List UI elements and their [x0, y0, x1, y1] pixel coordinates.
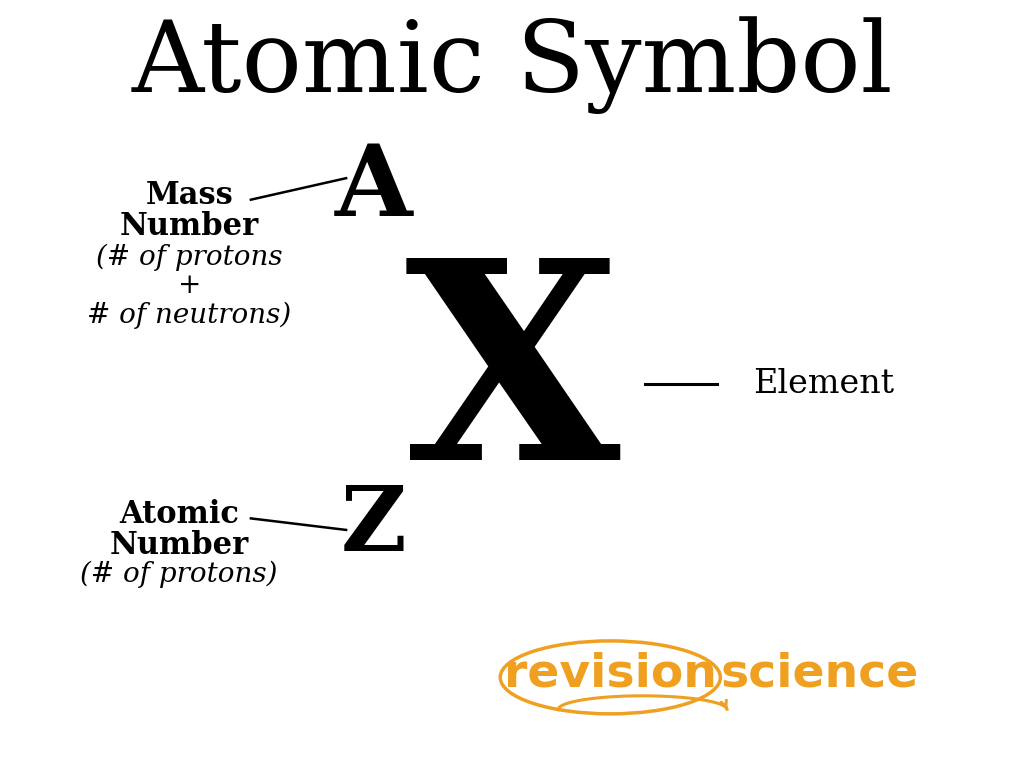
- Text: # of neutrons): # of neutrons): [87, 301, 292, 329]
- Text: Z: Z: [341, 482, 407, 570]
- Text: Atomic Symbol: Atomic Symbol: [131, 16, 893, 114]
- Text: (# of protons): (# of protons): [81, 561, 278, 588]
- Text: Number: Number: [120, 211, 259, 242]
- Text: +: +: [178, 272, 201, 300]
- Text: X: X: [404, 250, 620, 518]
- Text: Mass: Mass: [145, 180, 233, 211]
- Text: (# of protons: (# of protons: [96, 243, 283, 271]
- Text: science: science: [720, 652, 919, 697]
- Text: revision: revision: [504, 652, 717, 697]
- Text: Element: Element: [753, 368, 894, 400]
- Text: A: A: [335, 140, 413, 237]
- Text: Number: Number: [110, 530, 249, 561]
- Text: Atomic: Atomic: [119, 499, 240, 530]
